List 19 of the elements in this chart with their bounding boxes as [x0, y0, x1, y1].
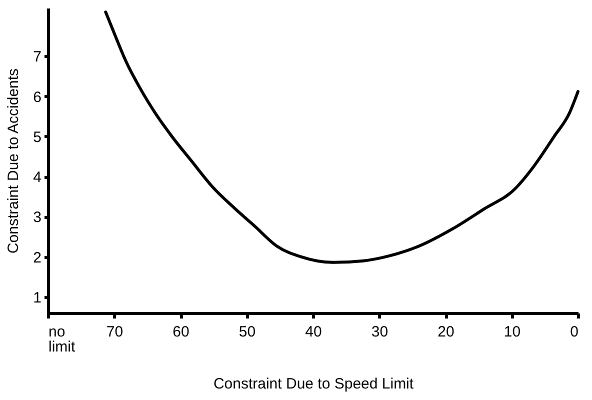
x-tick-label: no limit [48, 324, 76, 356]
x-tick-label: 0 [570, 324, 578, 340]
x-tick-label: 20 [438, 324, 454, 340]
y-axis-title: Constraint Due to Accidents [5, 68, 22, 254]
y-tick-label: 5 [33, 128, 42, 146]
y-tick-label: 3 [33, 209, 42, 226]
y-tick-label: 4 [33, 169, 42, 186]
x-tick-label: 30 [371, 324, 388, 340]
x-tick-label: 10 [504, 324, 521, 340]
y-tick-label: 6 [33, 88, 42, 106]
y-tick-label: 2 [33, 249, 42, 266]
y-tick-label: 7 [33, 48, 42, 66]
x-tick-label: 50 [238, 324, 256, 340]
x-tick-label: 70 [106, 324, 124, 340]
x-tick-label: 60 [172, 324, 190, 340]
line-series [104, 10, 580, 264]
y-tick-label: 1 [33, 289, 42, 306]
x-tick-label: 40 [305, 324, 322, 340]
x-axis-title: Constraint Due to Speed Limit [213, 376, 414, 392]
